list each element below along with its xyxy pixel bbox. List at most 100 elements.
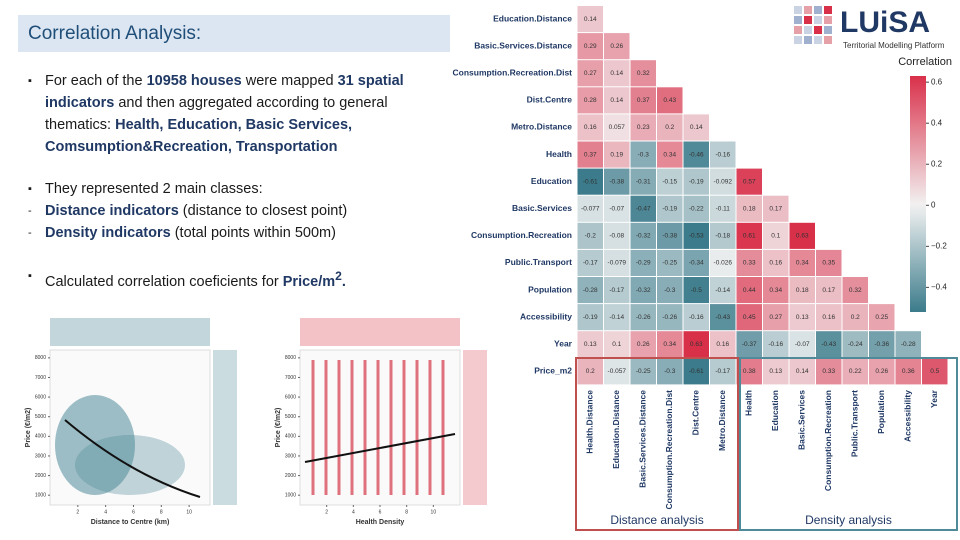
- heatmap-cell: [657, 358, 683, 385]
- heatmap-cell: [577, 87, 603, 114]
- heatmap-cell: [763, 277, 789, 304]
- bullet-marker: ▪: [28, 270, 32, 282]
- heatmap-cell: [683, 195, 709, 222]
- bullet-text: Health, Education, Basic Services, Comsu…: [45, 117, 353, 155]
- plot-area: [299, 349, 461, 506]
- heatmap-cell: [630, 249, 656, 276]
- cell-label: 0.14: [796, 368, 809, 375]
- cell-label: -0.18: [715, 233, 730, 240]
- column-label: Metro.Distance: [717, 390, 727, 451]
- cell-label: -0.43: [715, 314, 730, 321]
- cell-label: 0.22: [849, 368, 862, 375]
- right-margin-hist: [463, 350, 487, 505]
- cell-label: 0.18: [743, 205, 756, 212]
- cell-label: 0.61: [743, 233, 756, 240]
- y-tick-label: 3000: [35, 453, 46, 459]
- heatmap-cell: [657, 87, 683, 114]
- heatmap-cell: [577, 195, 603, 222]
- heatmap-cell: [736, 168, 762, 195]
- cell-label: 0.36: [902, 368, 915, 375]
- analysis-label: Density analysis: [805, 513, 892, 527]
- cell-label: 0.34: [663, 341, 676, 348]
- heatmap-cell: [577, 33, 603, 60]
- heatmap-cell: [604, 168, 630, 195]
- cell-label: -0.077: [581, 205, 600, 212]
- x-axis-label: Distance to Centre (km): [91, 519, 170, 526]
- bullet-text: (total points within 500m): [170, 225, 336, 241]
- row-label: Education.Distance: [493, 13, 572, 23]
- cell-label: -0.026: [714, 260, 733, 267]
- cell-label: 0.63: [690, 341, 703, 348]
- heatmap-cell: [577, 277, 603, 304]
- heatmap-cell: [630, 195, 656, 222]
- cell-label: 0.63: [796, 233, 809, 240]
- heatmap-cell: [842, 358, 868, 385]
- heatmap-cell: [657, 331, 683, 358]
- y-tick-label: 1000: [35, 493, 46, 499]
- heatmap-cell: [604, 358, 630, 385]
- y-tick-label: 2000: [285, 473, 296, 479]
- cell-label: -0.3: [664, 368, 676, 375]
- heatmap-cell: [577, 114, 603, 141]
- heatmap-cell: [869, 358, 895, 385]
- x-tick-label: 10: [431, 509, 437, 515]
- cell-label: 0.32: [637, 70, 650, 77]
- x-tick-label: 8: [405, 509, 408, 515]
- cell-label: 0.16: [584, 124, 597, 131]
- heatmap-cell: [630, 331, 656, 358]
- cell-label: 0.14: [610, 70, 623, 77]
- heatmap-cell: [657, 249, 683, 276]
- cell-label: 0.33: [822, 368, 835, 375]
- heatmap-cell: [763, 358, 789, 385]
- colorbar-tick-label: 0.4: [931, 118, 943, 127]
- logo-tagline: Territorial Modelling Platform: [843, 41, 945, 50]
- row-label: Price_m2: [534, 366, 572, 376]
- heatmap-cell: [789, 277, 815, 304]
- heatmap-cell: [710, 277, 736, 304]
- row-label: Health: [546, 149, 572, 159]
- row-label: Basic.Services.Distance: [474, 40, 572, 50]
- heatmap-cell: [789, 249, 815, 276]
- y-tick-label: 8000: [285, 355, 296, 361]
- row-label: Dist.Centre: [527, 95, 573, 105]
- heatmap-cell: [657, 222, 683, 249]
- heatmap-cell: [789, 222, 815, 249]
- cell-label: 0.13: [769, 368, 782, 375]
- cell-label: 0.26: [875, 368, 888, 375]
- trend-line: [304, 433, 456, 463]
- heatmap-cell: [577, 168, 603, 195]
- cell-label: 0.14: [610, 97, 623, 104]
- cell-label: -0.34: [689, 260, 704, 267]
- x-tick-label: 6: [379, 509, 382, 515]
- cell-label: 0.18: [796, 287, 809, 294]
- cell-label: 0.2: [851, 314, 860, 321]
- cell-label: -0.19: [662, 205, 677, 212]
- heatmap-cell: [763, 222, 789, 249]
- bullet-marker: ▪: [28, 183, 32, 195]
- cell-label: -0.14: [609, 314, 624, 321]
- x-tick-label: 4: [104, 509, 107, 515]
- y-axis-label: Price (€/m2): [25, 408, 32, 448]
- bullet-text: They represented 2 main classes:: [45, 181, 263, 197]
- cell-label: -0.08: [609, 233, 624, 240]
- y-tick-label: 7000: [35, 375, 46, 381]
- bullet-text: 2: [335, 269, 342, 290]
- cell-label: 0.34: [663, 151, 676, 158]
- bullet: ▪ For each of the 10958 houses were mappe…: [28, 70, 445, 158]
- cell-label: 0.2: [665, 124, 674, 131]
- heatmap-cell: [604, 195, 630, 222]
- cell-label: 0.16: [716, 341, 729, 348]
- row-label: Basic.Services: [512, 203, 572, 213]
- heatmap-cell: [763, 195, 789, 222]
- cell-label: 0.43: [663, 97, 676, 104]
- heatmap-cell: [710, 358, 736, 385]
- heatmap-cell: [657, 195, 683, 222]
- cell-label: 0.057: [609, 124, 626, 131]
- y-tick-label: 6000: [35, 394, 46, 400]
- heatmap-cell: [710, 304, 736, 331]
- heatmap-cell: [710, 195, 736, 222]
- trend-line: [64, 419, 201, 498]
- y-tick-label: 2000: [35, 473, 46, 479]
- cell-label: 0.34: [769, 287, 782, 294]
